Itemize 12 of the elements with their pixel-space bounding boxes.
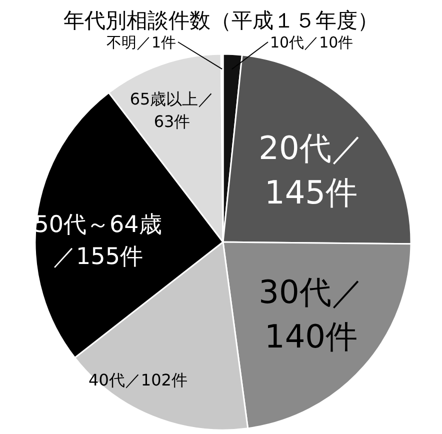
chart-title: 年代別相談件数（平成１５年度） (64, 8, 378, 32)
slice-label: 50代～64歳 (34, 212, 162, 238)
slice-label: 10代／10件 (270, 33, 354, 52)
data-label: ／155件 (53, 244, 143, 270)
data-label: 140件 (264, 318, 358, 356)
slice-label: 30代／ (258, 272, 364, 311)
slice-label: 40代／102件 (88, 370, 188, 390)
slice-label: 不明／1件 (106, 33, 176, 52)
slice-label: 20代／ (258, 128, 364, 167)
data-label: 63件 (154, 112, 190, 131)
data-label: 145件 (264, 174, 358, 212)
slice-label: 65歳以上／ (130, 89, 214, 108)
